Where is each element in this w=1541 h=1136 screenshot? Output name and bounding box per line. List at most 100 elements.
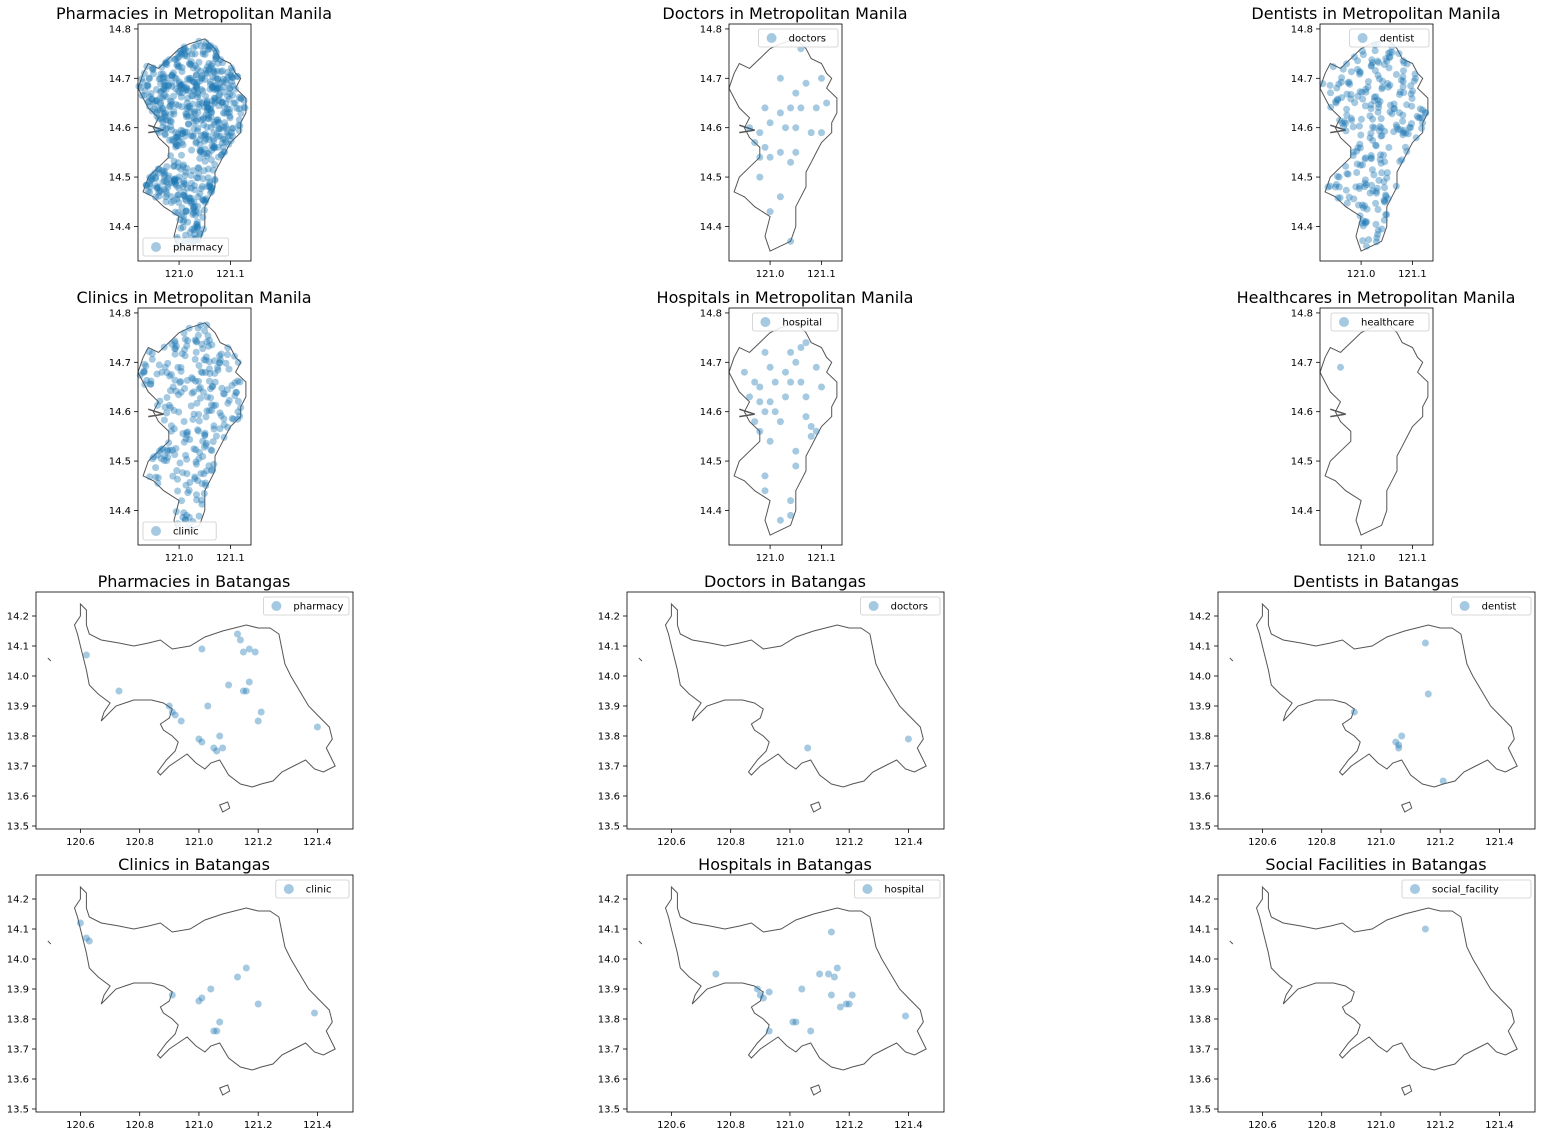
facility-point — [193, 84, 201, 92]
x-tick-label: 120.6 — [657, 1120, 686, 1131]
legend-marker — [868, 601, 879, 611]
y-tick-label: 13.9 — [1189, 702, 1211, 713]
facility-point — [205, 45, 213, 53]
facility-point — [177, 224, 185, 232]
facility-point — [195, 209, 203, 217]
x-tick-label: 120.6 — [1248, 1120, 1277, 1131]
facility-point — [766, 153, 774, 161]
facility-point — [153, 370, 161, 378]
facility-point — [203, 149, 211, 157]
facility-point — [171, 451, 179, 459]
facility-point — [179, 182, 187, 190]
facility-point — [164, 453, 172, 461]
facility-point — [160, 85, 167, 93]
facility-point — [1364, 78, 1372, 86]
facility-point — [202, 130, 210, 138]
facility-point — [170, 178, 178, 185]
facility-point — [1356, 140, 1364, 148]
y-tick-label: 13.7 — [7, 762, 29, 773]
facility-point — [220, 88, 228, 96]
facility-point — [189, 518, 197, 525]
facility-point — [151, 105, 159, 113]
facility-point — [216, 359, 223, 367]
facility-point — [203, 393, 211, 401]
facility-point — [190, 198, 198, 206]
facility-point — [212, 52, 219, 60]
y-tick-label: 14.5 — [1291, 457, 1313, 468]
facility-point — [1418, 124, 1426, 132]
facility-point — [225, 365, 233, 373]
facility-point — [179, 80, 187, 88]
y-tick-label: 14.1 — [7, 642, 29, 653]
facility-point — [160, 79, 168, 87]
facility-point — [148, 355, 156, 363]
facility-point — [191, 186, 199, 194]
facility-point — [183, 164, 191, 172]
facility-point — [228, 78, 236, 86]
facility-point — [219, 744, 227, 752]
facility-point — [1408, 102, 1416, 110]
facility-point — [219, 98, 227, 106]
panel-title: Pharmacies in Batangas — [97, 572, 291, 591]
facility-point — [158, 116, 166, 124]
facility-point — [167, 371, 175, 378]
facility-point — [802, 79, 810, 87]
facility-point — [184, 489, 192, 497]
axes-frame — [626, 874, 945, 1113]
y-tick-label: 14.4 — [109, 222, 131, 233]
facility-point — [209, 438, 217, 446]
facility-point — [202, 66, 210, 74]
facility-point — [204, 174, 212, 182]
facility-point — [162, 125, 170, 133]
facility-point — [818, 129, 825, 137]
facility-point — [200, 121, 208, 129]
facility-point — [1350, 708, 1358, 716]
facility-point — [210, 144, 218, 152]
facility-point — [168, 71, 176, 79]
facility-point — [1367, 62, 1375, 70]
facility-point — [179, 469, 187, 477]
facility-point — [227, 64, 235, 72]
facility-point — [225, 95, 233, 103]
facility-point — [211, 176, 219, 184]
legend: doctors — [758, 28, 839, 48]
facility-point — [1386, 108, 1394, 116]
facility-point — [216, 359, 224, 366]
facility-point — [1394, 125, 1402, 133]
facility-point — [152, 175, 160, 183]
facility-point — [193, 65, 201, 73]
facility-point — [756, 398, 764, 406]
facility-point — [169, 137, 177, 145]
facility-point — [183, 105, 191, 112]
facility-point — [1368, 59, 1376, 67]
facility-point — [139, 78, 147, 86]
facility-point — [797, 378, 805, 386]
facility-point — [204, 112, 212, 119]
facility-point — [198, 994, 206, 1002]
facility-point — [1378, 169, 1386, 177]
facility-point — [753, 985, 761, 993]
facility-point — [225, 108, 233, 116]
facility-point — [221, 119, 229, 127]
facility-point — [1390, 105, 1398, 112]
facility-point — [1363, 242, 1370, 250]
facility-point — [766, 208, 774, 216]
facility-point — [209, 73, 217, 81]
facility-point — [168, 136, 176, 144]
facility-point — [177, 378, 185, 385]
facility-point — [198, 738, 206, 746]
facility-point — [183, 342, 191, 350]
facility-point — [225, 140, 233, 148]
facility-point — [1382, 191, 1390, 199]
facility-point — [170, 177, 178, 184]
facility-point — [205, 59, 213, 67]
facility-point — [180, 177, 188, 185]
facility-point — [210, 402, 218, 410]
facility-point — [155, 361, 163, 369]
facility-point — [792, 1018, 800, 1026]
facility-point — [172, 85, 180, 93]
facility-point — [204, 133, 212, 140]
facility-point — [214, 118, 222, 126]
